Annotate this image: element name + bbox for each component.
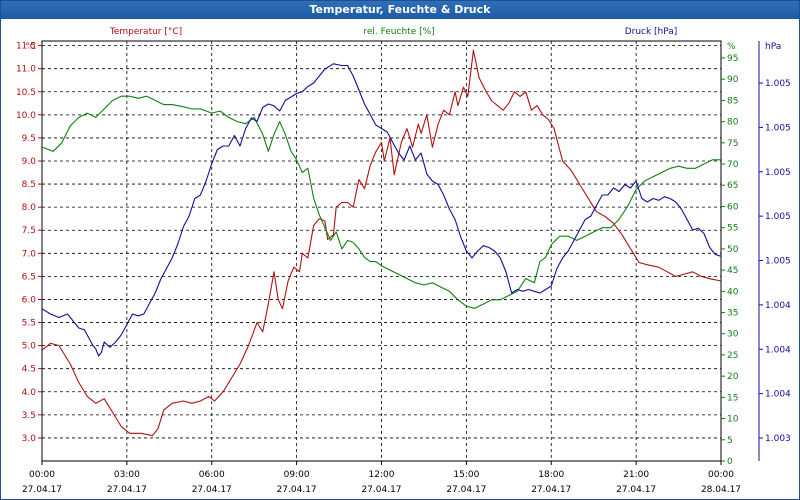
temperature-tick-label: 7.5: [22, 226, 36, 236]
pressure-line: [41, 63, 722, 357]
time-tick-label: 09:00: [284, 470, 310, 480]
time-tick-label: 00:00: [708, 470, 734, 480]
humidity-tick-label: 60: [727, 202, 739, 212]
date-tick-label: 27.04.17: [531, 485, 571, 495]
time-tick-label: 06:00: [199, 470, 225, 480]
temperature-series-label: Temperatur [°C]: [109, 27, 182, 37]
humidity-tick-label: 90: [727, 75, 739, 85]
date-tick-label: 27.04.17: [107, 485, 147, 495]
temperature-tick-label: 4.5: [22, 365, 36, 375]
time-tick-label: 15:00: [453, 470, 479, 480]
humidity-tick-label: 70: [727, 160, 739, 170]
axis-labels: Temperatur [°C] rel. Feuchte [%] Druck [hP…: [109, 27, 677, 37]
temperature-tick-label: 7.0: [22, 249, 37, 259]
pressure-axis: 1.003 1.004 1.004 1.004 1.005 1.005 1.005 1.005…: [758, 41, 791, 461]
humidity-tick-label: 75: [727, 139, 738, 149]
pressure-tick-label: 1.003: [765, 434, 791, 444]
time-tick-label: 12:00: [369, 470, 395, 480]
pressure-tick-label: 1.004: [765, 345, 791, 355]
pressure-tick-label: 1.005: [765, 257, 791, 267]
grid: [41, 40, 722, 462]
pressure-tick-label: 1.005: [765, 123, 791, 133]
date-tick-label: 27.04.17: [446, 485, 486, 495]
temperature-tick-label: 8.0: [22, 203, 37, 213]
window-title: Temperatur, Feuchte & Druck: [1, 1, 799, 19]
humidity-tick-label: 80: [727, 118, 739, 128]
humidity-tick-label: 40: [727, 287, 739, 297]
temperature-tick-label: 6.5: [22, 272, 36, 282]
temperature-unit: °C: [25, 42, 36, 52]
humidity-tick-label: 0: [727, 457, 733, 467]
humidity-tick-label: 65: [727, 181, 738, 191]
temperature-tick-label: 10.0: [16, 111, 36, 121]
date-tick-label: 27.04.17: [361, 485, 401, 495]
date-tick-label: 28.04.17: [701, 485, 741, 495]
pressure-tick-label: 1.005: [765, 212, 791, 222]
pressure-unit: hPa: [765, 42, 781, 52]
humidity-tick-label: 95: [727, 54, 738, 64]
humidity-unit: %: [727, 42, 736, 52]
time-tick-label: 00:00: [29, 470, 55, 480]
humidity-tick-label: 25: [727, 351, 738, 361]
date-tick-label: 27.04.17: [192, 485, 232, 495]
humidity-tick-label: 55: [727, 224, 738, 234]
temperature-tick-label: 3.0: [22, 434, 37, 444]
time-axis: 00:00 27.04.17 03:00 27.04.17 06:00 27.04.17 0…: [22, 461, 741, 495]
pressure-tick-label: 1.004: [765, 301, 791, 311]
temperature-tick-label: 6.0: [22, 295, 37, 305]
temperature-tick-label: 9.5: [22, 134, 36, 144]
humidity-tick-label: 20: [727, 372, 739, 382]
temperature-tick-label: 8.5: [22, 180, 36, 190]
temperature-tick-label: 3.5: [22, 411, 36, 421]
pressure-tick-label: 1.005: [765, 168, 791, 178]
pressure-tick-label: 1.005: [765, 79, 791, 89]
time-tick-label: 21:00: [623, 470, 649, 480]
time-tick-label: 18:00: [538, 470, 564, 480]
pressure-tick-label: 1.004: [765, 390, 791, 400]
temperature-line: [41, 49, 722, 437]
temperature-tick-label: 4.0: [22, 388, 37, 398]
time-tick-label: 03:00: [114, 470, 140, 480]
humidity-series-label: rel. Feuchte [%]: [363, 27, 434, 37]
temperature-tick-label: 11.5: [16, 42, 36, 52]
temperature-tick-label: 10.5: [16, 88, 36, 98]
date-tick-label: 27.04.17: [277, 485, 317, 495]
humidity-tick-label: 85: [727, 96, 738, 106]
humidity-tick-label: 35: [727, 309, 738, 319]
temperature-tick-label: 5.0: [22, 342, 37, 352]
humidity-tick-label: 10: [727, 415, 739, 425]
humidity-tick-label: 15: [727, 393, 738, 403]
temperature-tick-label: 5.5: [22, 319, 36, 329]
humidity-line: [41, 95, 721, 309]
date-tick-label: 27.04.17: [616, 485, 656, 495]
humidity-axis: 0 5 10 15 20 25 30 35 40 45 50 55 60 65 70 75 80 85 90 95%: [721, 42, 739, 467]
temperature-axis: 3.0 3.5 4.0 4.5 5.0 5.5 6.0 6.5 7.0 7.5 8.0 8.5 9.0 9…: [16, 42, 42, 444]
series-group: [41, 49, 722, 437]
humidity-tick-label: 45: [727, 266, 738, 276]
humidity-tick-label: 30: [727, 330, 739, 340]
humidity-tick-label: 5: [727, 436, 733, 446]
temperature-tick-label: 9.0: [22, 157, 37, 167]
pressure-series-label: Druck [hPa]: [625, 27, 678, 37]
temperature-tick-label: 11.0: [16, 65, 36, 75]
date-tick-label: 27.04.17: [22, 485, 62, 495]
humidity-tick-label: 50: [727, 245, 739, 255]
